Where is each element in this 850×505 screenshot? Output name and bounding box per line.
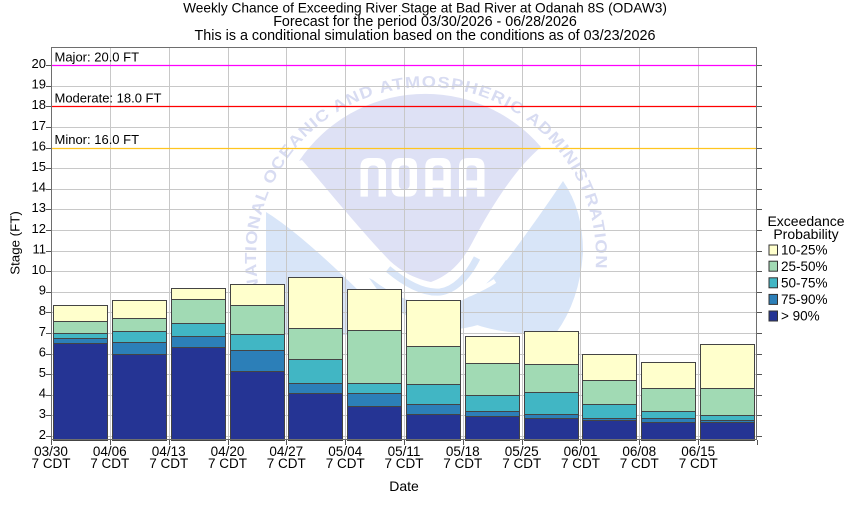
svg-text:Exceedance: Exceedance — [767, 213, 844, 229]
svg-text:17: 17 — [32, 118, 46, 133]
svg-text:19: 19 — [32, 77, 46, 92]
svg-text:7 CDT: 7 CDT — [267, 456, 306, 471]
svg-text:Minor: 16.0 FT: Minor: 16.0 FT — [55, 132, 140, 147]
svg-text:75-90%: 75-90% — [781, 292, 828, 307]
svg-text:25-50%: 25-50% — [781, 259, 828, 274]
svg-text:12: 12 — [32, 221, 46, 236]
svg-text:14: 14 — [32, 180, 46, 195]
svg-text:9: 9 — [39, 283, 46, 298]
svg-text:16: 16 — [32, 138, 46, 153]
svg-text:10: 10 — [32, 262, 46, 277]
svg-text:Forecast for the period 03/30/: Forecast for the period 03/30/2026 - 06/… — [273, 14, 577, 30]
svg-text:7 CDT: 7 CDT — [620, 456, 659, 471]
svg-text:06/01: 06/01 — [564, 444, 598, 459]
svg-text:8: 8 — [39, 303, 46, 318]
svg-text:Probability: Probability — [773, 226, 838, 242]
svg-text:Moderate: 18.0 FT: Moderate: 18.0 FT — [55, 91, 162, 106]
svg-text:Date: Date — [389, 478, 419, 494]
svg-text:50-75%: 50-75% — [781, 276, 828, 291]
svg-text:05/04: 05/04 — [328, 444, 362, 459]
svg-text:7 CDT: 7 CDT — [384, 456, 423, 471]
svg-text:20: 20 — [32, 56, 46, 71]
svg-text:3: 3 — [39, 406, 46, 421]
svg-text:4: 4 — [39, 386, 46, 401]
svg-text:> 90%: > 90% — [781, 309, 820, 324]
svg-text:05/25: 05/25 — [505, 444, 539, 459]
svg-text:6: 6 — [39, 344, 46, 359]
svg-text:Stage (FT): Stage (FT) — [8, 211, 23, 275]
svg-text:2: 2 — [39, 427, 46, 442]
svg-text:18: 18 — [32, 97, 46, 112]
svg-text:11: 11 — [33, 241, 47, 256]
svg-text:7 CDT: 7 CDT — [679, 456, 718, 471]
svg-text:7 CDT: 7 CDT — [502, 456, 541, 471]
svg-text:7 CDT: 7 CDT — [149, 456, 188, 471]
svg-text:7 CDT: 7 CDT — [90, 456, 129, 471]
svg-text:Weekly Chance of Exceeding Riv: Weekly Chance of Exceeding River Stage a… — [183, 1, 667, 16]
svg-text:7 CDT: 7 CDT — [326, 456, 365, 471]
svg-text:06/08: 06/08 — [622, 444, 656, 459]
svg-text:7 CDT: 7 CDT — [443, 456, 482, 471]
svg-text:06/15: 06/15 — [681, 444, 715, 459]
svg-text:Major: 20.0 FT: Major: 20.0 FT — [55, 49, 140, 64]
svg-text:7 CDT: 7 CDT — [561, 456, 600, 471]
svg-text:04/20: 04/20 — [211, 444, 245, 459]
svg-text:7: 7 — [39, 324, 46, 339]
svg-text:13: 13 — [32, 200, 46, 215]
svg-text:7 CDT: 7 CDT — [31, 456, 70, 471]
svg-text:15: 15 — [32, 159, 46, 174]
svg-text:04/06: 04/06 — [93, 444, 127, 459]
svg-text:This is a conditional simulati: This is a conditional simulation based o… — [195, 28, 656, 44]
svg-text:05/11: 05/11 — [388, 444, 421, 459]
svg-text:04/27: 04/27 — [269, 444, 303, 459]
svg-text:03/30: 03/30 — [34, 444, 68, 459]
svg-text:05/18: 05/18 — [446, 444, 480, 459]
svg-text:5: 5 — [39, 365, 46, 380]
svg-text:10-25%: 10-25% — [781, 243, 828, 258]
svg-text:04/13: 04/13 — [152, 444, 186, 459]
svg-text:7 CDT: 7 CDT — [208, 456, 247, 471]
